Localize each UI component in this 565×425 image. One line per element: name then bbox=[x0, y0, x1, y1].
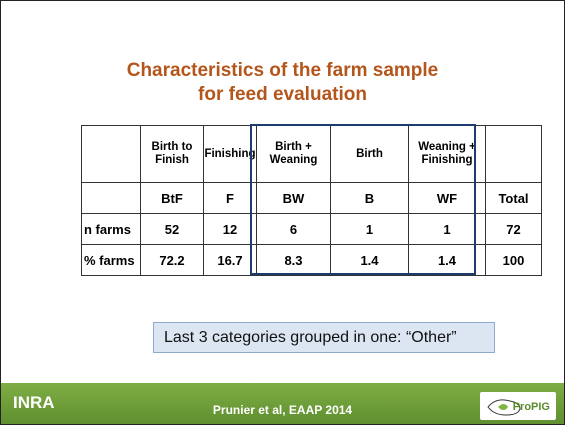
note-box: Last 3 categories grouped in one: “Other… bbox=[153, 322, 495, 353]
table-cell: Total bbox=[485, 182, 542, 214]
header-cell bbox=[81, 125, 141, 183]
table-cell: BW bbox=[256, 182, 331, 214]
propig-logo: ProPIG bbox=[480, 392, 556, 420]
table-cell: % farms bbox=[81, 244, 141, 276]
table-cell: 1.4 bbox=[330, 244, 409, 276]
title-line: Characteristics of the farm sample bbox=[126, 60, 439, 81]
table-row: BtF F BW B WF Total bbox=[81, 182, 542, 214]
table-cell: 52 bbox=[140, 213, 204, 245]
inra-logo: INRA bbox=[13, 393, 55, 412]
table-cell: 1 bbox=[408, 213, 486, 245]
table-cell: B bbox=[330, 182, 409, 214]
header-row: Birth to Finish Finishing Birth + Weaning B… bbox=[81, 125, 542, 183]
propig-text: ProPIG bbox=[512, 401, 550, 413]
header-cell: Finishing bbox=[203, 125, 257, 183]
pig-icon bbox=[487, 399, 521, 416]
slide-title: Characteristics of the farm sample for f… bbox=[1, 59, 564, 107]
footer: INRA Prunier et al, EAAP 2014 ProPIG bbox=[1, 383, 564, 424]
table-cell: 1.4 bbox=[408, 244, 486, 276]
table-cell: 16.7 bbox=[203, 244, 257, 276]
header-cell: Weaning + Finishing bbox=[408, 125, 486, 183]
farm-table: Birth to Finish Finishing Birth + Weaning B… bbox=[81, 125, 542, 276]
table-cell: 8.3 bbox=[256, 244, 331, 276]
table-cell: 1 bbox=[330, 213, 409, 245]
header-cell bbox=[485, 125, 542, 183]
table-cell: 72 bbox=[485, 213, 542, 245]
table-cell: F bbox=[203, 182, 257, 214]
citation: Prunier et al, EAAP 2014 bbox=[212, 403, 353, 417]
title-line: for feed evaluation bbox=[198, 84, 367, 105]
table-cell: 100 bbox=[485, 244, 542, 276]
table-cell: 6 bbox=[256, 213, 331, 245]
table-row: % farms 72.2 16.7 8.3 1.4 1.4 100 bbox=[81, 244, 542, 276]
table-cell: 12 bbox=[203, 213, 257, 245]
table-row: n farms 52 12 6 1 1 72 bbox=[81, 213, 542, 245]
table-cell: n farms bbox=[81, 213, 141, 245]
table-cell: 72.2 bbox=[140, 244, 204, 276]
table-cell bbox=[81, 182, 141, 214]
header-cell: Birth to Finish bbox=[140, 125, 204, 183]
table-cell: BtF bbox=[140, 182, 204, 214]
header-cell: Birth + Weaning bbox=[256, 125, 331, 183]
table-cell: WF bbox=[408, 182, 486, 214]
header-cell: Birth bbox=[330, 125, 409, 183]
